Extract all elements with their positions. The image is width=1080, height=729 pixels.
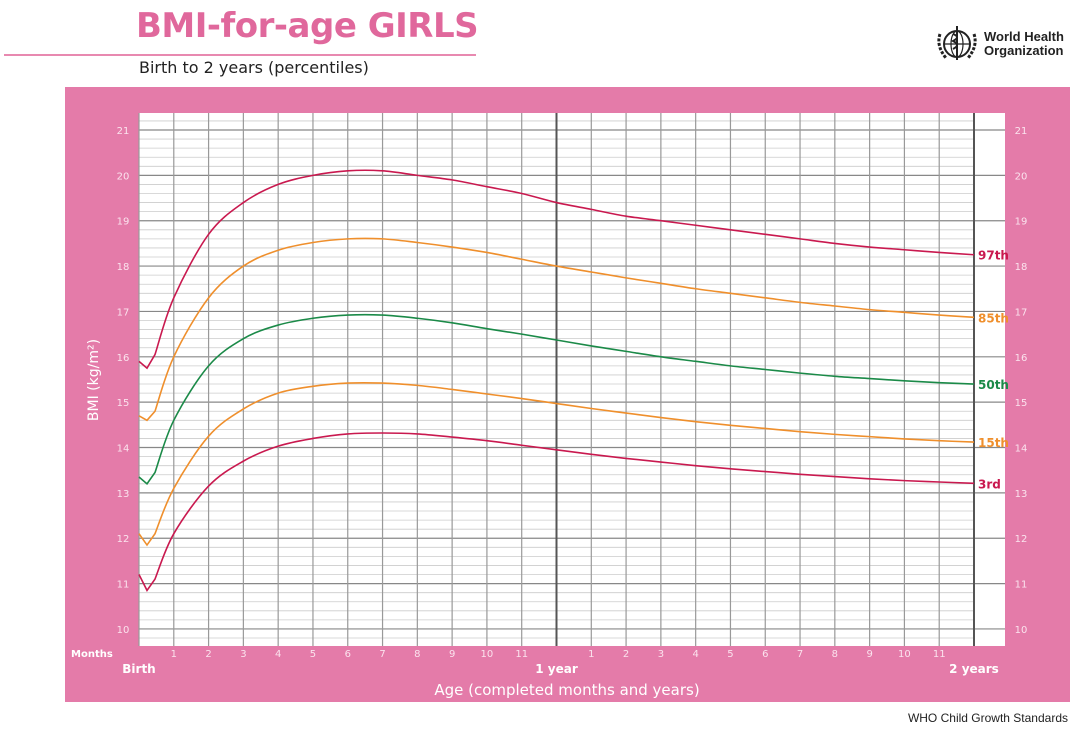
y-tick-label-right: 18 xyxy=(1015,262,1028,273)
y-tick-label-left: 16 xyxy=(117,353,130,364)
who-logo: World Health Organization xyxy=(934,24,1064,64)
y-tick-label-left: 18 xyxy=(117,262,130,273)
x-tick-label: 10 xyxy=(481,649,494,660)
percentile-label-15th: 15th xyxy=(978,436,1009,450)
x-tick-label: 8 xyxy=(414,649,420,660)
y-tick-label-left: 12 xyxy=(117,534,130,545)
percentile-label-97th: 97th xyxy=(978,249,1009,263)
y-tick-label-right: 19 xyxy=(1015,217,1028,228)
x-tick-label: 11 xyxy=(515,649,528,660)
y-axis-title: BMI (kg/m²) xyxy=(86,339,102,421)
x-tick-label: 9 xyxy=(866,649,872,660)
percentile-lines: 97th 85th 50th 15th 3rd xyxy=(138,169,1009,592)
x-tick-label-major: 1 year xyxy=(535,662,578,676)
x-tick-label: 6 xyxy=(345,649,351,660)
chart-title: BMI-for-age GIRLS xyxy=(136,6,479,46)
org-name-line1: World Health xyxy=(984,29,1064,44)
x-tick-label: 10 xyxy=(898,649,911,660)
y-tick-label-left: 11 xyxy=(117,580,130,591)
y-tick-label-right: 20 xyxy=(1015,171,1028,182)
x-tick-label: 8 xyxy=(832,649,838,660)
percentile-label-85th: 85th xyxy=(978,311,1009,325)
y-tick-label-right: 16 xyxy=(1015,353,1028,364)
y-tick-label-right: 14 xyxy=(1015,444,1028,455)
title-underline xyxy=(4,54,476,56)
y-tick-label-left: 15 xyxy=(117,398,130,409)
y-tick-label-left: 14 xyxy=(117,444,130,455)
chart-subtitle: Birth to 2 years (percentiles) xyxy=(139,58,369,77)
x-tick-label: 1 xyxy=(171,649,177,660)
x-tick-label: 2 xyxy=(623,649,629,660)
percentile-line-50th xyxy=(138,313,975,485)
y-tick-label-left: 10 xyxy=(117,625,130,636)
x-axis-title: Age (completed months and years) xyxy=(434,681,699,699)
grid xyxy=(138,113,1005,646)
x-tick-label-major: 2 years xyxy=(949,662,999,676)
footer-source: WHO Child Growth Standards xyxy=(907,711,1068,725)
x-tick-label: 6 xyxy=(762,649,768,660)
y-tick-label-left: 19 xyxy=(117,217,130,228)
x-tick-label: 5 xyxy=(727,649,733,660)
x-tick-label: 3 xyxy=(658,649,664,660)
percentile-label-3rd: 3rd xyxy=(978,477,1001,491)
x-tick-label: 9 xyxy=(449,649,455,660)
plot-area xyxy=(139,113,1005,646)
y-tick-label-right: 21 xyxy=(1015,126,1028,137)
y-tick-label-right: 13 xyxy=(1015,489,1028,500)
x-tick-label: 2 xyxy=(205,649,211,660)
x-tick-label: 5 xyxy=(310,649,316,660)
months-label: Months xyxy=(71,649,113,660)
x-tick-label: 4 xyxy=(275,649,281,660)
org-name-line2: Organization xyxy=(984,43,1064,58)
x-tick-label: 7 xyxy=(379,649,385,660)
x-tick-label-major: Birth xyxy=(122,662,155,676)
percentile-line-15th xyxy=(138,381,975,547)
percentile-label-50th: 50th xyxy=(978,378,1009,392)
percentile-line-3rd xyxy=(138,432,975,592)
y-tick-label-left: 20 xyxy=(117,171,130,182)
percentile-line-97th xyxy=(138,169,975,370)
y-tick-label-right: 17 xyxy=(1015,307,1028,318)
x-tick-label: 1 xyxy=(588,649,594,660)
x-tick-label: 4 xyxy=(692,649,698,660)
x-tick-label: 11 xyxy=(933,649,946,660)
who-emblem-icon xyxy=(937,26,977,60)
x-tick-label: 7 xyxy=(797,649,803,660)
y-tick-label-left: 13 xyxy=(117,489,130,500)
y-tick-label-right: 12 xyxy=(1015,534,1028,545)
y-tick-label-left: 17 xyxy=(117,307,130,318)
y-tick-label-left: 21 xyxy=(117,126,130,137)
percentile-line-85th xyxy=(138,237,975,422)
y-tick-label-right: 10 xyxy=(1015,625,1028,636)
y-tick-label-right: 15 xyxy=(1015,398,1028,409)
x-tick-label: 3 xyxy=(240,649,246,660)
y-tick-label-right: 11 xyxy=(1015,580,1028,591)
